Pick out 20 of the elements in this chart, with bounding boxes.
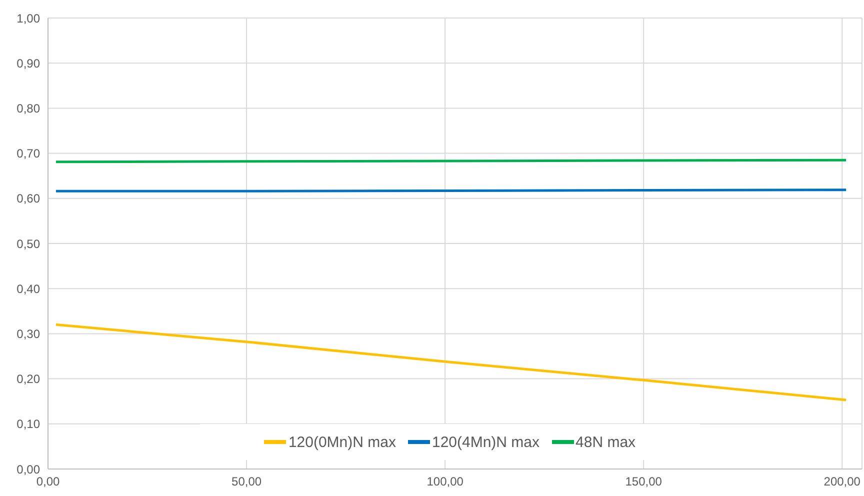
line-series bbox=[54, 323, 848, 402]
legend-label: 48N max bbox=[574, 434, 636, 450]
y-tick-label: 1,00 bbox=[16, 11, 40, 26]
legend-label: 120(0Mn)N max bbox=[287, 434, 396, 450]
y-tick-label: 0,90 bbox=[16, 56, 40, 70]
x-tick-label: 200,00 bbox=[824, 474, 861, 489]
y-tick-label: 0,80 bbox=[16, 101, 40, 116]
x-tick-label: 0,00 bbox=[36, 474, 60, 489]
y-tick-label: 0,50 bbox=[16, 236, 40, 251]
x-tick-label: 100,00 bbox=[426, 474, 464, 489]
y-tick-label: 0,20 bbox=[16, 372, 40, 386]
y-tick-label: 0,00 bbox=[16, 462, 40, 476]
y-tick-label: 0,10 bbox=[16, 417, 40, 432]
legend-label: 120(4Mn)N max bbox=[430, 434, 540, 450]
y-tick-label: 0,60 bbox=[16, 192, 40, 206]
x-tick-label: 150,00 bbox=[625, 474, 662, 489]
y-tick-label: 0,70 bbox=[16, 146, 40, 161]
x-tick-label: 50,00 bbox=[232, 474, 262, 489]
y-tick-label: 0,40 bbox=[16, 282, 40, 296]
y-tick-label: 0,30 bbox=[16, 326, 40, 341]
